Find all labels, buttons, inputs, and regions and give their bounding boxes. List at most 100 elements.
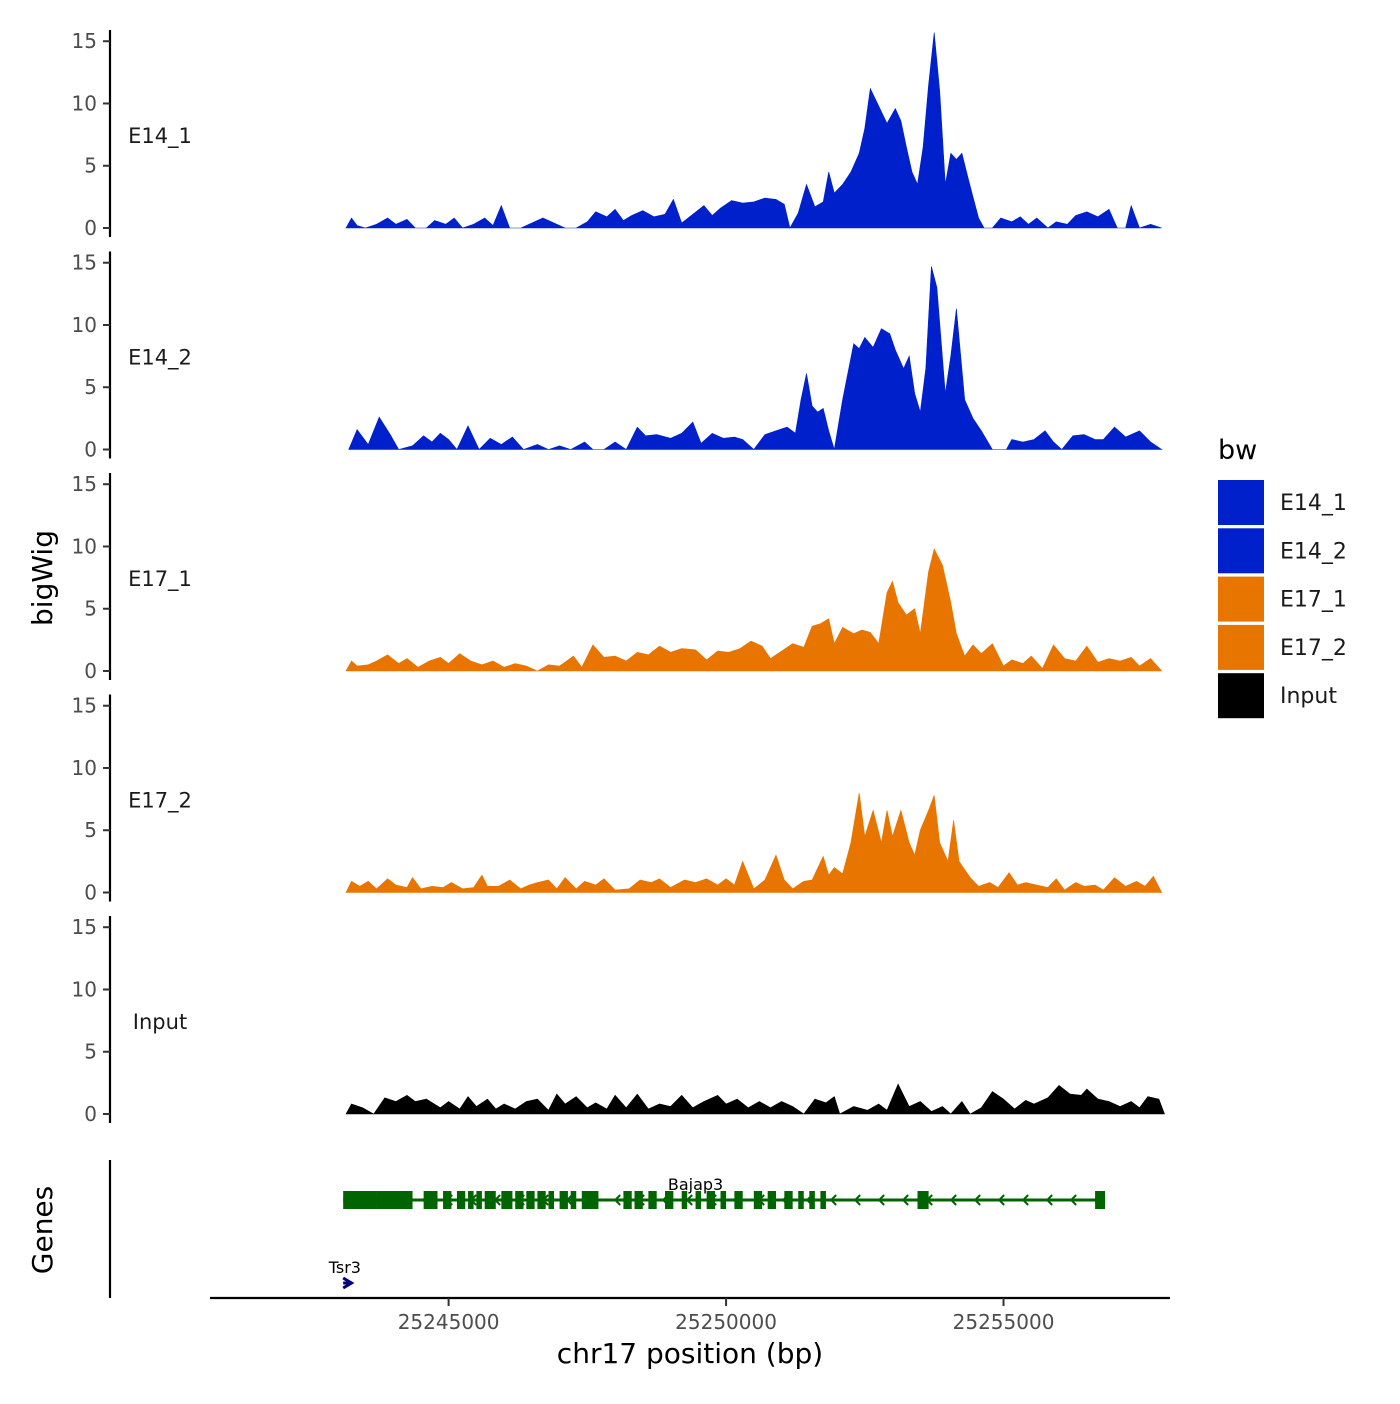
y-tick-label: 5: [84, 597, 97, 621]
y-tick-label: 0: [84, 438, 97, 462]
track-label: E14_2: [128, 346, 192, 371]
y-axis-title: bigWig: [26, 530, 59, 626]
legend-swatch: [1218, 528, 1264, 574]
strand-arrow: [342, 1276, 355, 1290]
legend-swatch: [1218, 480, 1264, 525]
legend-label: E14_1: [1280, 491, 1347, 516]
y-tick-label: 15: [72, 251, 97, 275]
y-tick-label: 0: [84, 881, 97, 905]
y-tick-label: 15: [72, 29, 97, 53]
strand-arrow: [853, 1194, 861, 1206]
coverage-area-Input: [345, 1083, 1165, 1115]
exon: [376, 1191, 413, 1209]
exon: [456, 1191, 466, 1209]
y-tick-label: 0: [84, 216, 97, 240]
gene-label: Tsr3: [328, 1258, 361, 1277]
exon: [515, 1191, 524, 1209]
coverage-area-E14_1: [345, 32, 1162, 229]
track-Input: 0 5 10 15 Input: [72, 915, 1165, 1126]
track-E17_1: 0 5 10 15 E17_1: [72, 472, 1163, 683]
y-tick-label: 0: [84, 659, 97, 683]
gene-Bajap3: Bajap3: [343, 1175, 1106, 1209]
track-E14_1: 0 5 10 15 E14_1: [72, 29, 1162, 240]
track-label: E17_1: [128, 567, 192, 592]
exon: [767, 1191, 777, 1209]
exon: [443, 1191, 452, 1209]
exon: [784, 1191, 793, 1209]
exon: [537, 1191, 546, 1209]
exon: [526, 1191, 535, 1209]
genes-axis-title: Genes: [26, 1186, 59, 1274]
coverage-tracks: 0 5 10 15 E14_1 0 5 10 15 E14_2 0 5 10 15 E17_1 0 5 10 15 E…: [72, 29, 1165, 1126]
exon: [484, 1191, 496, 1209]
legend: bw E14_1 E14_2 E17_1 E17_2 Input: [1218, 435, 1347, 719]
exon: [820, 1191, 826, 1209]
strand-arrow: [973, 1194, 981, 1206]
legend-title: bw: [1218, 435, 1257, 466]
genes-panel: Bajap3 Tsr3: [108, 1160, 1106, 1298]
y-tick-label: 15: [72, 472, 97, 496]
y-tick-label: 10: [72, 756, 97, 780]
exon: [753, 1191, 763, 1209]
x-tick-label: 25245000: [398, 1310, 500, 1334]
y-tick-label: 10: [72, 91, 97, 115]
exon: [648, 1191, 657, 1209]
y-tick-label: 10: [72, 534, 97, 558]
legend-label: E17_2: [1280, 636, 1347, 661]
exon: [570, 1191, 577, 1209]
x-axis: 25245000 25250000 25255000: [210, 1296, 1170, 1334]
coverage-area-E14_2: [348, 266, 1163, 451]
exon: [809, 1191, 815, 1209]
legend-label: E17_1: [1280, 588, 1347, 613]
exon: [581, 1191, 599, 1209]
exon: [734, 1191, 743, 1209]
exon: [468, 1191, 474, 1209]
exon: [623, 1191, 632, 1209]
legend-label: E14_2: [1280, 539, 1347, 564]
exon: [476, 1191, 482, 1209]
coverage-area-E17_1: [345, 548, 1163, 672]
y-tick-label: 10: [72, 313, 97, 337]
strand-arrow: [901, 1194, 909, 1206]
exon: [665, 1191, 674, 1209]
exon: [917, 1191, 929, 1209]
exon: [559, 1191, 568, 1209]
exon: [720, 1191, 727, 1209]
track-E14_2: 0 5 10 15 E14_2: [72, 251, 1163, 462]
exon: [343, 1191, 377, 1209]
track-label: E17_2: [128, 789, 192, 814]
exon: [681, 1191, 688, 1209]
track-E17_2: 0 5 10 15 E17_2: [72, 694, 1163, 905]
y-tick-label: 15: [72, 694, 97, 718]
strand-arrow: [829, 1194, 837, 1206]
strand-arrow: [877, 1194, 885, 1206]
legend-label: Input: [1280, 684, 1337, 709]
x-tick-label: 25255000: [953, 1310, 1055, 1334]
legend-swatch: [1218, 624, 1264, 670]
exon: [798, 1191, 804, 1209]
strand-arrow: [949, 1194, 957, 1206]
strand-arrow: [613, 1194, 621, 1206]
gene-Tsr3: Tsr3: [328, 1258, 361, 1290]
exon: [548, 1191, 555, 1209]
y-tick-label: 10: [72, 977, 97, 1001]
exon: [1095, 1191, 1106, 1209]
exon: [695, 1191, 702, 1209]
exon: [634, 1191, 643, 1209]
y-tick-label: 15: [72, 915, 97, 939]
x-tick-label: 25250000: [675, 1310, 777, 1334]
strand-arrow: [1021, 1194, 1029, 1206]
track-label: Input: [133, 1010, 187, 1034]
strand-arrow: [1069, 1194, 1077, 1206]
exon: [423, 1191, 438, 1209]
strand-arrow: [1045, 1194, 1053, 1206]
y-tick-label: 5: [84, 818, 97, 842]
y-tick-label: 5: [84, 375, 97, 399]
track-label: E14_1: [128, 124, 192, 149]
y-tick-label: 0: [84, 1102, 97, 1126]
exon: [501, 1191, 513, 1209]
exon: [706, 1191, 715, 1209]
legend-swatch: [1218, 673, 1264, 719]
